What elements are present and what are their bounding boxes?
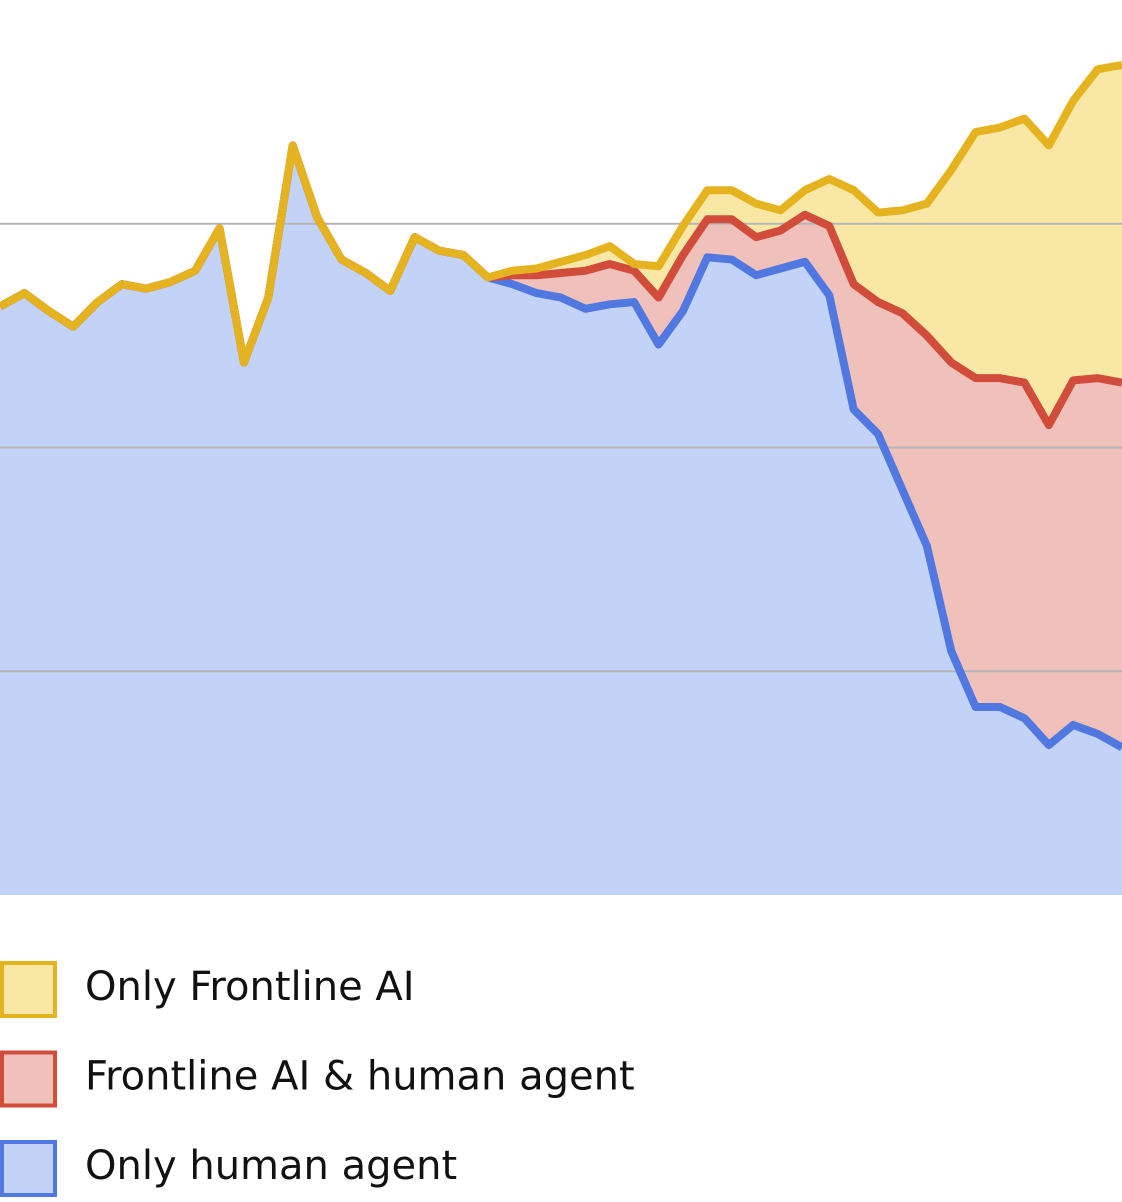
- area: [0, 64, 1122, 426]
- area: [0, 145, 1122, 895]
- legend-label: Only Frontline AI: [85, 964, 415, 1010]
- legend-swatch: [0, 1140, 57, 1197]
- area: [0, 145, 1122, 748]
- legend-label: Frontline AI & human agent: [85, 1054, 635, 1100]
- legend-label: Only human agent: [85, 1143, 457, 1189]
- legend-swatch: [0, 1050, 57, 1108]
- line: [0, 60, 1122, 367]
- legend-swatch: [0, 961, 57, 1018]
